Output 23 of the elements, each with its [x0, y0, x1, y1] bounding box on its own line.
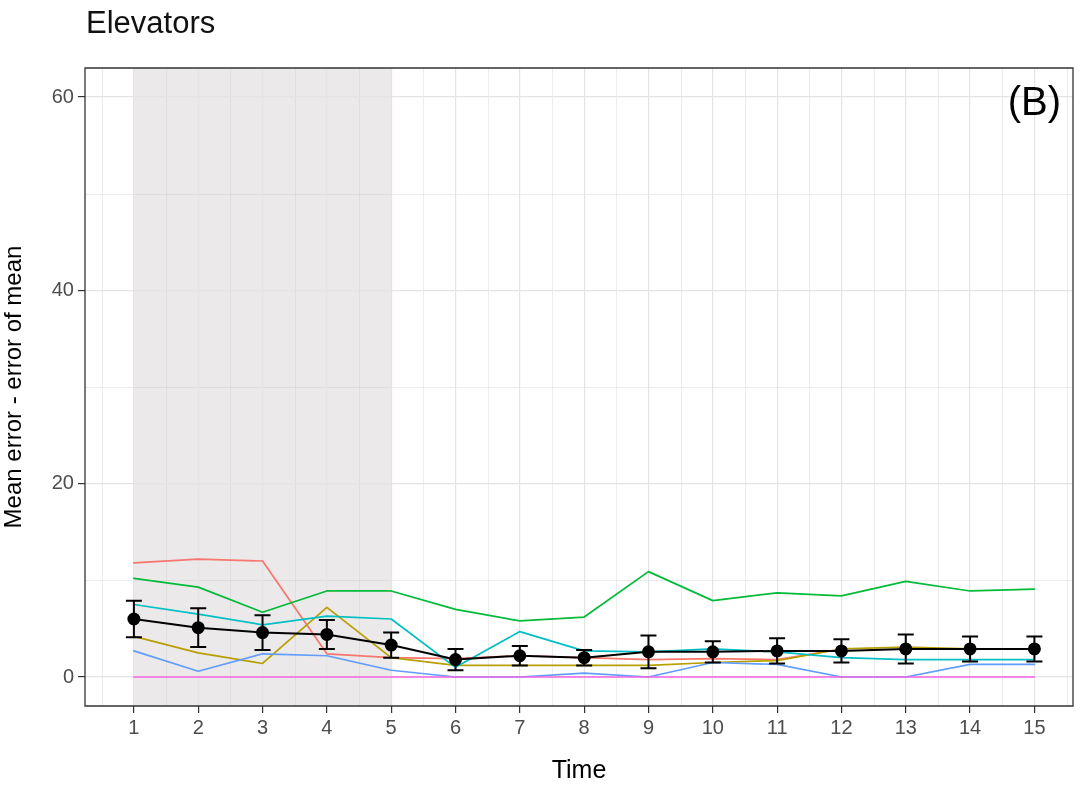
y-tick-label: 0	[62, 664, 74, 687]
x-tick-label: 7	[514, 715, 526, 738]
x-axis-title: Time	[551, 754, 607, 783]
y-axis-title: Mean error - error of mean	[0, 245, 27, 529]
x-tick-label: 4	[321, 715, 333, 738]
x-tick-label: 11	[766, 715, 788, 738]
x-tick-label: 13	[894, 715, 917, 738]
x-tick-label: 12	[830, 715, 853, 738]
x-tick-label: 1	[128, 715, 140, 738]
chart-title: Elevators	[86, 5, 216, 41]
x-tick-label: 6	[449, 715, 462, 738]
y-tick-label: 40	[51, 277, 74, 300]
x-tick-label: 15	[1023, 715, 1046, 738]
x-tick-label: 9	[642, 715, 655, 738]
y-tick-label: 20	[51, 471, 74, 494]
annotation: (B)	[1007, 79, 1061, 124]
y-tick-label: 60	[51, 84, 74, 107]
x-tick-label: 10	[701, 715, 724, 738]
x-tick-label: 8	[578, 715, 590, 738]
x-tick-label: 14	[958, 715, 982, 738]
x-tick-label: 5	[385, 715, 397, 738]
x-tick-label: 2	[192, 715, 204, 738]
x-tick-label: 3	[256, 715, 269, 738]
